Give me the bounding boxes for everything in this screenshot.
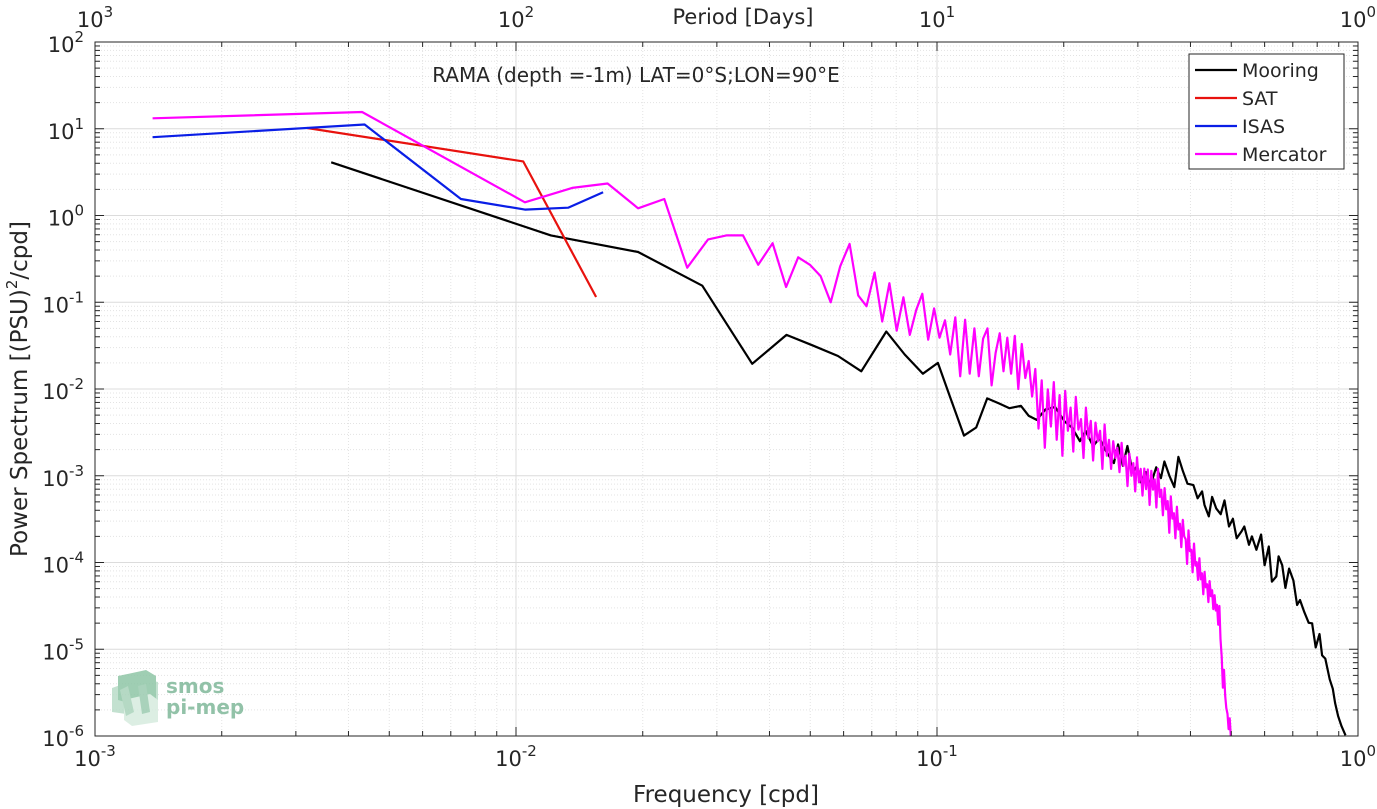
- x-tick-label: 100: [1340, 742, 1376, 771]
- y-tick-label: 102: [48, 28, 84, 57]
- y-tick-label: 101: [48, 115, 84, 144]
- y-axis-label: Power Spectrum [(PSU)2/cpd]: [3, 221, 33, 557]
- logo-line2: pi-mep: [166, 695, 244, 719]
- x-tick-label: 10-2: [495, 742, 537, 771]
- series-line-sat: [306, 126, 598, 298]
- series-line-mooring: [330, 161, 1347, 736]
- x-tick-label: 10-3: [74, 742, 116, 771]
- y-tick-label: 10-2: [42, 375, 84, 404]
- top-axis-label: Period [Days]: [673, 5, 814, 29]
- legend-label-sat: SAT: [1242, 88, 1278, 110]
- top-tick-label: 100: [1340, 3, 1376, 32]
- top-tick-label: 103: [77, 3, 113, 32]
- top-tick-label: 101: [919, 3, 955, 32]
- smos-pi-mep-logo: smos pi-mep: [112, 670, 244, 726]
- series-layer: [152, 110, 1347, 737]
- series-line-isas: [152, 123, 604, 211]
- legend-box: [1188, 53, 1345, 170]
- series-line-mercator: [152, 110, 1232, 737]
- y-tick-label: 10-4: [42, 549, 84, 578]
- chart-title: RAMA (depth =-1m) LAT=0°S;LON=90°E: [432, 63, 840, 87]
- y-tick-label: 100: [48, 202, 84, 231]
- top-tick-label: 102: [498, 3, 534, 32]
- tick-marks: [94, 41, 1359, 737]
- y-tick-label: 10-6: [42, 722, 84, 751]
- logo-line1: smos: [166, 674, 224, 698]
- legend-label-mercator: Mercator: [1242, 144, 1327, 166]
- y-axis-label-superscript: 2: [3, 280, 21, 290]
- x-tick-label: 10-1: [916, 742, 958, 771]
- y-axis-label-main: Power Spectrum [(PSU): [7, 289, 33, 557]
- y-tick-label: 10-1: [42, 288, 84, 317]
- y-tick-label: 10-5: [42, 635, 84, 664]
- logo-mark-icon: [112, 670, 158, 726]
- y-axis-label-tail: /cpd]: [7, 221, 33, 280]
- legend-label-isas: ISAS: [1242, 116, 1285, 138]
- minor-grid: [95, 42, 1358, 736]
- legend-label-mooring: Mooring: [1242, 60, 1319, 82]
- y-tick-label: 10-3: [42, 462, 84, 491]
- x-axis-label: Frequency [cpd]: [633, 782, 819, 808]
- legend: Mooring SAT ISAS Mercator: [1188, 53, 1345, 170]
